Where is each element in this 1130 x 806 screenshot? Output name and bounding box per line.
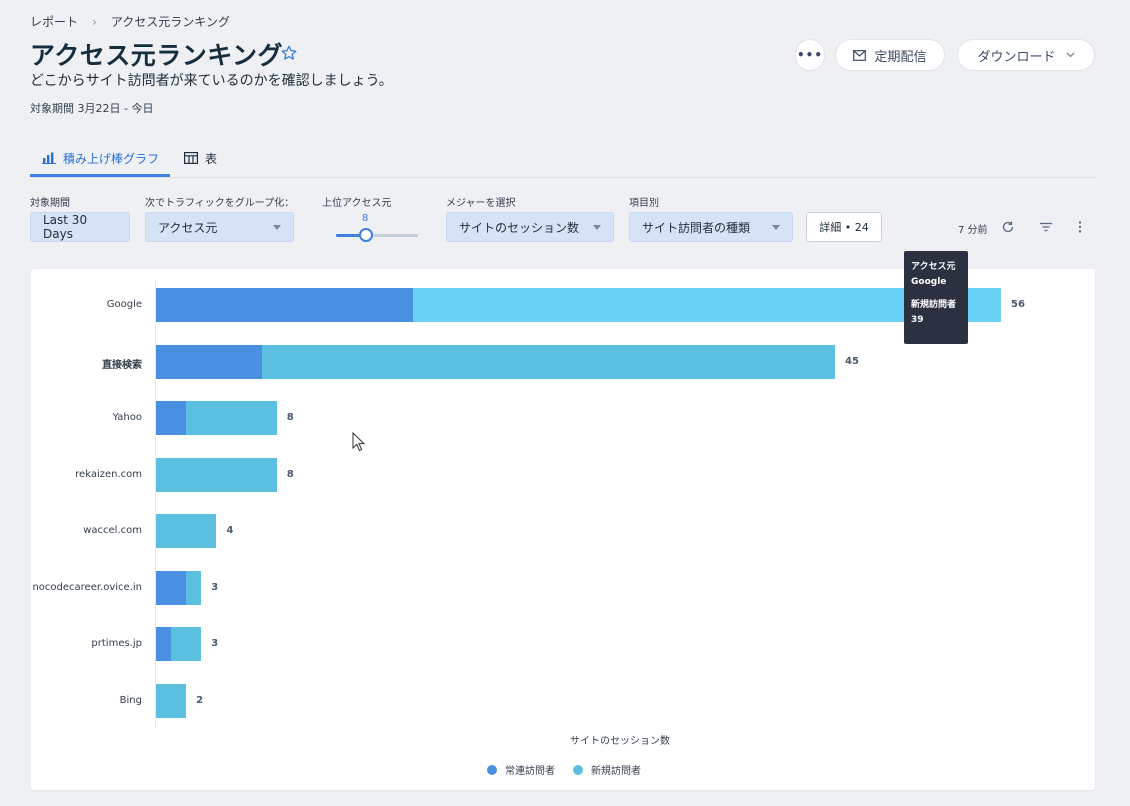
top-sources-slider-handle[interactable] xyxy=(359,228,373,242)
top-sources-slider-fill xyxy=(336,234,366,237)
bar-value-label: 8 xyxy=(286,412,294,423)
tooltip-source-label: アクセス元 xyxy=(911,262,956,272)
tabs-divider xyxy=(30,177,1096,178)
filter-icon[interactable] xyxy=(1038,219,1054,235)
mouse-cursor-icon xyxy=(352,432,366,452)
breakdown-filter-label: 項目別 xyxy=(629,198,659,209)
caret-down-icon xyxy=(273,224,281,230)
category-label: Google xyxy=(106,299,142,310)
bar-segment-returning[interactable] xyxy=(156,627,172,661)
chart-tooltip: アクセス元 Google 新規訪問者 39 xyxy=(904,251,968,344)
table-icon xyxy=(184,152,198,164)
category-label: nocodecareer.ovice.in xyxy=(32,581,142,593)
bar-segment-new[interactable] xyxy=(186,570,202,605)
legend-item-new[interactable]: 新規訪問者 xyxy=(573,762,641,777)
tab-stacked-bar[interactable]: 積み上げ棒グラフ xyxy=(42,146,159,170)
refresh-icon[interactable] xyxy=(1000,219,1016,235)
more-vertical-icon[interactable] xyxy=(1072,219,1088,235)
tab-table-label: 表 xyxy=(205,151,218,166)
group-select-value: アクセス元 xyxy=(158,220,218,235)
breadcrumb-current: アクセス元ランキング xyxy=(110,15,230,29)
bar-value-label: 4 xyxy=(226,525,234,536)
download-button[interactable]: ダウンロード xyxy=(958,40,1094,70)
bar-value-label: 45 xyxy=(845,355,859,367)
top-sources-label: 上位アクセス元 xyxy=(322,198,392,209)
period-filter-label: 対象期間 xyxy=(30,198,70,209)
caret-down-icon xyxy=(772,224,780,230)
bar-segment-new[interactable] xyxy=(156,457,277,492)
top-sources-value: 8 xyxy=(362,213,369,224)
legend-item-returning[interactable]: 常連訪問者 xyxy=(487,762,555,777)
measure-filter-label: メジャーを選択 xyxy=(446,198,516,209)
star-icon[interactable] xyxy=(280,44,298,62)
breakdown-select-value: サイト訪問者の種類 xyxy=(642,220,751,235)
bar-segment-returning[interactable] xyxy=(156,570,187,605)
top-sources-slider-track[interactable] xyxy=(336,234,418,237)
tab-table[interactable]: 表 xyxy=(184,146,217,170)
bar-segment-returning[interactable] xyxy=(156,288,413,322)
bar-segment-returning[interactable] xyxy=(156,344,262,379)
x-axis-title: サイトのセッション数 xyxy=(570,736,670,747)
bar-segment-new[interactable] xyxy=(261,344,836,379)
legend-label-new: 新規訪問者 xyxy=(591,766,641,777)
category-label: rekaizen.com xyxy=(75,468,142,480)
bar-value-label: 2 xyxy=(196,694,204,706)
category-label: 直接検索 xyxy=(102,359,142,371)
category-label: Yahoo xyxy=(112,412,142,423)
legend-dot-returning xyxy=(487,764,497,775)
bar-segment-new[interactable] xyxy=(412,288,1001,322)
chevron-right-icon: › xyxy=(92,14,97,29)
category-label: waccel.com xyxy=(83,525,142,536)
tooltip-metric-value: 39 xyxy=(911,315,924,325)
tab-stacked-bar-label: 積み上げ棒グラフ xyxy=(63,151,160,166)
schedule-label: 定期配信 xyxy=(874,49,927,65)
group-select[interactable]: アクセス元 xyxy=(145,212,294,242)
measure-select[interactable]: サイトのセッション数 xyxy=(446,212,614,242)
chevron-down-icon xyxy=(1066,52,1074,58)
period-select-value: Last 30 Days xyxy=(43,213,88,241)
group-filter-label: 次でトラフィックをグループ化： xyxy=(145,198,295,209)
bar-value-label: 3 xyxy=(211,581,219,593)
y-axis-line xyxy=(155,279,156,728)
legend-label-returning: 常連訪問者 xyxy=(505,766,555,777)
bar-segment-new[interactable] xyxy=(186,401,277,435)
last-updated: 7 分前 xyxy=(958,225,988,236)
category-label: prtimes.jp xyxy=(91,638,142,649)
active-tab-indicator xyxy=(30,174,170,177)
schedule-button[interactable]: 定期配信 xyxy=(836,40,944,70)
bar-chart-icon xyxy=(42,152,56,164)
download-label: ダウンロード xyxy=(977,49,1056,65)
caret-down-icon xyxy=(593,224,601,230)
bar-value-label: 56 xyxy=(1011,299,1025,310)
breadcrumb: レポート › アクセス元ランキング xyxy=(30,13,230,30)
tooltip-source-value: Google xyxy=(911,277,947,287)
period-select[interactable]: Last 30 Days xyxy=(30,212,130,242)
breadcrumb-parent[interactable]: レポート xyxy=(30,15,79,29)
measure-select-value: サイトのセッション数 xyxy=(459,220,580,235)
category-label: Bing xyxy=(119,694,142,706)
bar-value-label: 3 xyxy=(211,638,219,649)
bar-segment-new[interactable] xyxy=(156,683,187,718)
legend-dot-new xyxy=(573,764,583,775)
page-subtitle: どこからサイト訪問者が来ているのかを確認しましょう。 xyxy=(30,73,393,89)
period-text: 対象期間 3月22日 - 今日 xyxy=(30,102,154,115)
bar-segment-returning[interactable] xyxy=(156,401,187,435)
bar-segment-new[interactable] xyxy=(156,514,217,548)
details-button[interactable]: 詳細 • 24 xyxy=(806,212,882,242)
mail-icon xyxy=(853,49,867,61)
bar-segment-new[interactable] xyxy=(171,627,202,661)
page-title: アクセス元ランキング xyxy=(30,41,284,70)
bar-value-label: 8 xyxy=(286,468,294,480)
more-actions-button[interactable]: ••• xyxy=(796,40,824,70)
breakdown-select[interactable]: サイト訪問者の種類 xyxy=(629,212,793,242)
tooltip-metric-label: 新規訪問者 xyxy=(911,300,957,310)
